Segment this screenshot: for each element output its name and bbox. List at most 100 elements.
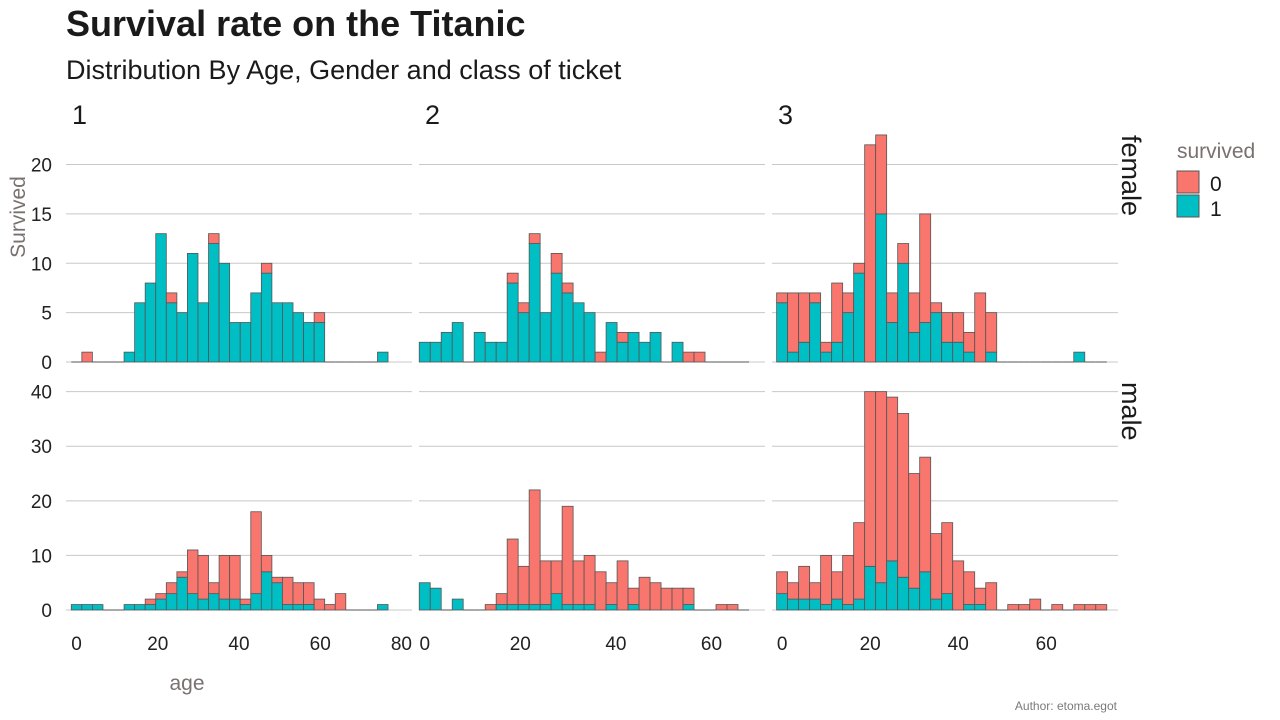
x-tick-label-2-60: 60	[701, 634, 722, 655]
bar-survived-0-3-female-19	[985, 312, 998, 353]
bar-survived-0-3-male-8	[864, 391, 877, 567]
bar-survived-0-3-male-19	[985, 582, 998, 611]
bar-survived-1-2-male-15	[583, 604, 596, 611]
bar-survived-1-1-male-16	[239, 604, 252, 611]
bar-survived-1-3-female-7	[853, 272, 866, 363]
legend-label-1: 1	[1210, 198, 1222, 221]
bar-survived-0-3-female-1	[787, 292, 800, 353]
legend-swatch-1	[1176, 194, 1200, 218]
bar-survived-0-2-male-15	[583, 555, 596, 605]
bar-survived-1-3-male-6	[842, 604, 855, 611]
bar-survived-0-2-male-10	[528, 489, 541, 605]
bar-survived-0-1-male-11	[187, 549, 199, 595]
bar-survived-1-3-male-2	[798, 598, 811, 611]
bar-survived-1-1-female-8	[155, 233, 167, 363]
chart-title: Survival rate on the Titanic	[66, 3, 525, 44]
strip-label-female: female	[1116, 135, 1146, 216]
facet-label-class-2: 2	[425, 100, 440, 130]
bar-survived-0-3-male-15	[941, 522, 954, 595]
bar-survived-0-3-male-3	[809, 582, 822, 600]
bar-survived-0-1-male-17	[250, 511, 262, 595]
bar-survived-0-2-male-18	[616, 560, 629, 611]
panel-class-3-female	[776, 134, 1107, 363]
bar-survived-1-2-female-21	[649, 331, 662, 363]
bar-survived-1-3-female-10	[886, 322, 899, 363]
bar-survived-0-2-female-18	[616, 331, 629, 343]
bar-survived-0-3-male-17	[963, 571, 976, 605]
bar-survived-0-3-male-23	[1029, 598, 1042, 611]
bar-survived-0-2-male-16	[594, 571, 607, 611]
bar-survived-0-1-male-20	[282, 576, 294, 605]
bar-survived-1-2-male-8	[506, 604, 519, 611]
bar-survived-0-2-male-19	[627, 587, 640, 605]
x-tick-label-3-0: 0	[777, 634, 788, 655]
bar-survived-1-2-female-5	[473, 331, 486, 363]
y-tick-label-female-15: 15	[31, 205, 52, 226]
bar-survived-1-2-male-24	[682, 604, 695, 611]
bar-survived-0-1-male-10	[176, 571, 188, 578]
bar-survived-1-3-female-13	[919, 322, 932, 363]
bar-survived-0-2-male-28	[726, 604, 739, 611]
x-tick-label-3-40: 40	[948, 634, 969, 655]
bar-survived-0-3-male-29	[1095, 604, 1108, 611]
y-tick-label-male-0: 0	[41, 601, 52, 622]
bar-survived-1-2-female-15	[583, 312, 596, 363]
bar-survived-1-2-male-19	[627, 604, 640, 611]
bar-survived-0-3-female-11	[897, 243, 910, 264]
bar-survived-1-3-female-5	[831, 341, 844, 363]
bar-survived-0-3-female-2	[798, 292, 811, 343]
bar-survived-1-3-male-4	[820, 604, 833, 611]
bar-survived-0-1-male-25	[334, 593, 347, 611]
y-axis-title: Survived	[7, 176, 30, 258]
bar-survived-1-1-male-19	[271, 582, 283, 611]
legend-swatch-0	[1176, 170, 1200, 194]
bar-survived-1-2-female-23	[671, 341, 684, 363]
x-tick-label-2-20: 20	[510, 634, 531, 655]
bar-survived-0-3-female-9	[875, 134, 888, 215]
bar-survived-1-3-female-16	[952, 341, 965, 363]
bar-survived-1-1-female-19	[271, 302, 283, 363]
bar-survived-0-3-male-16	[952, 560, 965, 611]
bar-survived-1-1-male-14	[218, 598, 231, 611]
bar-survived-1-1-male-29	[377, 604, 389, 611]
bar-survived-1-3-male-14	[930, 598, 943, 611]
bar-survived-0-1-female-9	[165, 292, 178, 304]
bar-survived-1-3-female-2	[798, 341, 811, 363]
bar-survived-0-3-female-12	[908, 292, 921, 333]
bar-survived-1-1-male-12	[197, 598, 209, 611]
bar-survived-1-3-male-17	[963, 604, 976, 611]
x-tick-label-2-40: 40	[605, 634, 626, 655]
bar-survived-1-3-male-5	[831, 598, 844, 611]
bar-survived-0-2-male-23	[671, 587, 684, 611]
bar-survived-1-2-female-1	[429, 341, 442, 363]
bar-survived-1-2-male-13	[561, 604, 574, 611]
bar-survived-1-2-male-0	[418, 582, 431, 611]
bar-survived-0-3-male-27	[1073, 604, 1086, 611]
bar-survived-1-1-male-8	[155, 598, 167, 611]
bar-survived-1-1-male-15	[229, 598, 241, 611]
bar-survived-0-3-female-13	[919, 213, 932, 323]
bar-survived-1-3-female-1	[787, 351, 800, 363]
bar-survived-0-1-male-7	[144, 598, 157, 605]
bar-survived-1-3-male-7	[853, 598, 866, 611]
bar-survived-1-3-male-13	[919, 571, 932, 611]
bar-survived-0-1-male-9	[165, 582, 178, 595]
bar-survived-1-2-male-7	[495, 604, 508, 611]
bar-survived-1-2-male-1	[429, 587, 442, 611]
bar-survived-1-1-male-1	[81, 604, 93, 611]
panel-class-1-female	[71, 233, 389, 363]
bar-survived-1-2-male-11	[539, 604, 552, 611]
bar-survived-1-3-female-0	[776, 302, 789, 363]
bar-survived-0-2-male-22	[660, 587, 673, 611]
bar-survived-0-3-male-28	[1084, 604, 1097, 611]
y-tick-label-female-10: 10	[31, 254, 52, 275]
bar-survived-1-2-female-10	[528, 243, 541, 363]
bar-survived-0-1-male-24	[324, 604, 336, 611]
bar-survived-1-1-female-5	[123, 351, 136, 363]
bar-survived-1-1-male-2	[91, 604, 104, 611]
bar-survived-1-2-female-7	[495, 341, 508, 363]
bar-survived-1-1-female-7	[144, 282, 157, 363]
x-tick-label-1-20: 20	[147, 634, 168, 655]
bar-survived-1-1-female-16	[239, 322, 252, 363]
bar-survived-1-2-female-3	[451, 322, 464, 363]
